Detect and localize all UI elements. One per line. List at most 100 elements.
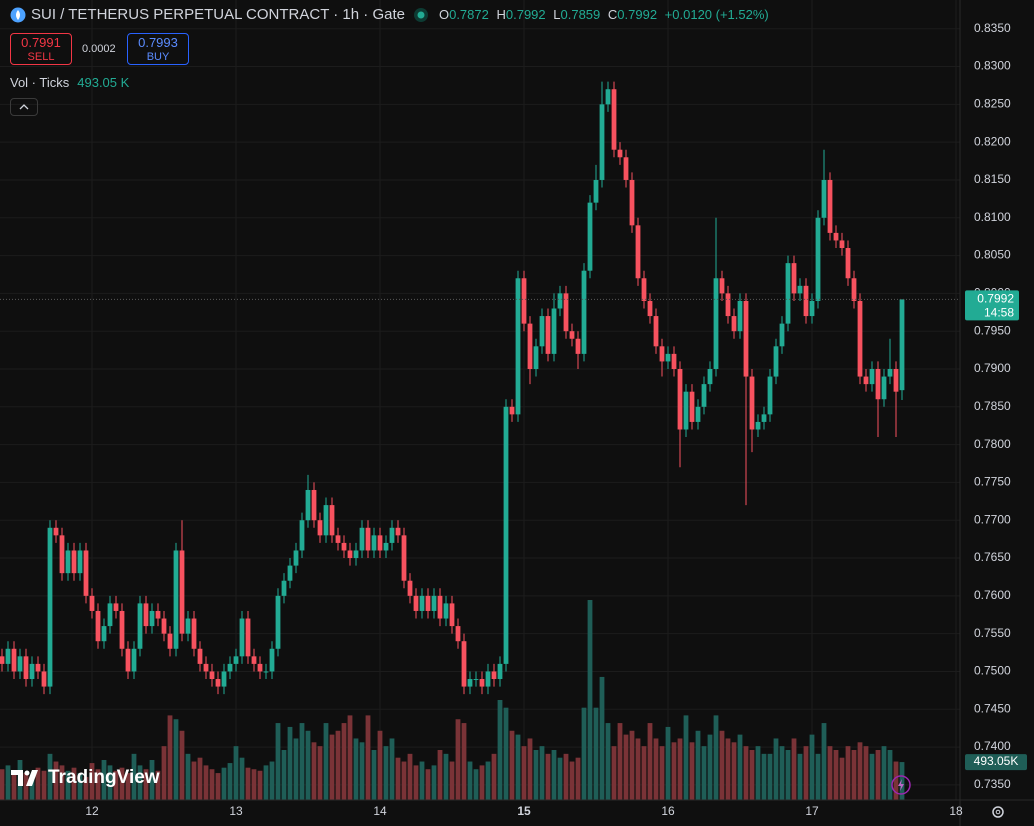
logo-dot <box>24 770 30 776</box>
y-tick-label: 0.7600 <box>974 588 1011 602</box>
candle-body <box>5 648 11 664</box>
countdown: 14:58 <box>984 306 1014 320</box>
volume-bar <box>707 734 713 800</box>
volume-bar <box>503 707 509 800</box>
volume-bar <box>281 750 287 800</box>
volume-bar <box>77 773 83 800</box>
candle-body <box>563 293 569 332</box>
volume-bar <box>827 746 833 800</box>
volume-bar <box>41 770 47 800</box>
volume-badge <box>965 754 1027 771</box>
volume-bar <box>821 723 827 800</box>
volume-bar <box>233 746 239 800</box>
volume-bar <box>593 707 599 800</box>
candle-body <box>227 663 233 672</box>
volume-bar <box>839 757 845 800</box>
x-tick-label: 18 <box>949 804 963 818</box>
volume-bar <box>659 746 665 800</box>
replay-icon[interactable] <box>891 775 911 795</box>
candle-body <box>845 248 851 279</box>
volume-bar <box>155 770 161 800</box>
candle-body <box>395 527 401 536</box>
candle-body <box>65 550 71 574</box>
market-status <box>413 7 428 22</box>
volume-bar <box>701 746 707 800</box>
candle-body <box>305 489 311 521</box>
last-price: 0.7992 <box>977 292 1014 306</box>
volume-bar <box>533 750 539 800</box>
candle-body <box>143 603 149 627</box>
volume-bar <box>665 726 671 800</box>
ohlc-value: 0.7859 <box>560 7 601 22</box>
candles <box>0 81 905 695</box>
candle-body <box>263 671 269 673</box>
buy-button[interactable]: 0.7993 BUY <box>127 33 189 65</box>
ohlc-value: 0.7992 <box>617 7 658 22</box>
y-tick-label: 0.8150 <box>974 172 1011 186</box>
volume-bar <box>695 730 701 800</box>
volume-bar <box>119 767 125 800</box>
volume-bar <box>317 746 323 800</box>
volume-bar <box>293 738 299 800</box>
candle-body <box>119 610 125 649</box>
candle-body <box>0 656 5 664</box>
y-tick-label: 0.7750 <box>974 475 1011 489</box>
candle-body <box>53 527 59 536</box>
status-dot <box>417 11 425 18</box>
candle-body <box>731 316 737 332</box>
candle-body <box>161 618 167 634</box>
volume-bar <box>743 746 749 800</box>
candle-body <box>791 263 797 294</box>
candle-body <box>569 331 575 339</box>
replay-button[interactable] <box>891 775 911 795</box>
candle-body <box>503 406 509 664</box>
collapse-button[interactable] <box>10 98 38 116</box>
ohlc-key: L <box>553 7 561 22</box>
candle-body <box>77 550 83 574</box>
volume-bar <box>437 750 443 800</box>
candle-body <box>749 376 755 430</box>
settings-icon[interactable] <box>992 806 1004 818</box>
candle-body <box>419 595 425 611</box>
symbol-title[interactable]: SUI / TETHERUS PERPETUAL CONTRACT · 1h ·… <box>31 6 405 23</box>
y-tick-label: 0.7450 <box>974 701 1011 715</box>
candle-body <box>239 618 245 657</box>
x-tick-label: 15 <box>517 804 531 818</box>
candle-body <box>215 679 221 687</box>
candle-body <box>797 285 803 294</box>
volume-bar <box>893 761 899 800</box>
volume-title: Vol · Ticks <box>10 75 70 90</box>
settings-button[interactable] <box>992 806 1004 818</box>
candle-body <box>167 633 173 649</box>
volume-bar <box>515 734 521 800</box>
volume-bar <box>359 742 365 800</box>
candle-body <box>377 535 383 551</box>
ohlc-value: 0.7992 <box>505 7 546 22</box>
volume-bar <box>773 738 779 800</box>
candle-body <box>293 550 299 566</box>
volume-bar <box>731 742 737 800</box>
y-tick-label: 0.8250 <box>974 97 1011 111</box>
candle-body <box>527 323 533 369</box>
volume-bar <box>689 742 695 800</box>
x-tick-label: 13 <box>229 804 243 818</box>
volume-bar <box>167 715 173 800</box>
candle-body <box>533 346 539 369</box>
chevron <box>19 104 29 110</box>
volume-bar <box>803 746 809 800</box>
candle-body <box>209 671 215 680</box>
volume-bar <box>257 770 263 800</box>
candle-body <box>617 149 623 158</box>
sell-button[interactable]: 0.7991 SELL <box>10 33 72 65</box>
candle-body <box>671 353 677 369</box>
candle-body <box>137 603 143 649</box>
candle-body <box>713 278 719 369</box>
volume-bar <box>617 723 623 800</box>
volume-bar <box>131 753 137 800</box>
volume-bar <box>287 726 293 800</box>
x-tick-label: 14 <box>373 804 387 818</box>
candle-body <box>755 421 761 430</box>
candle-body <box>737 300 743 332</box>
candle-body <box>197 648 203 664</box>
